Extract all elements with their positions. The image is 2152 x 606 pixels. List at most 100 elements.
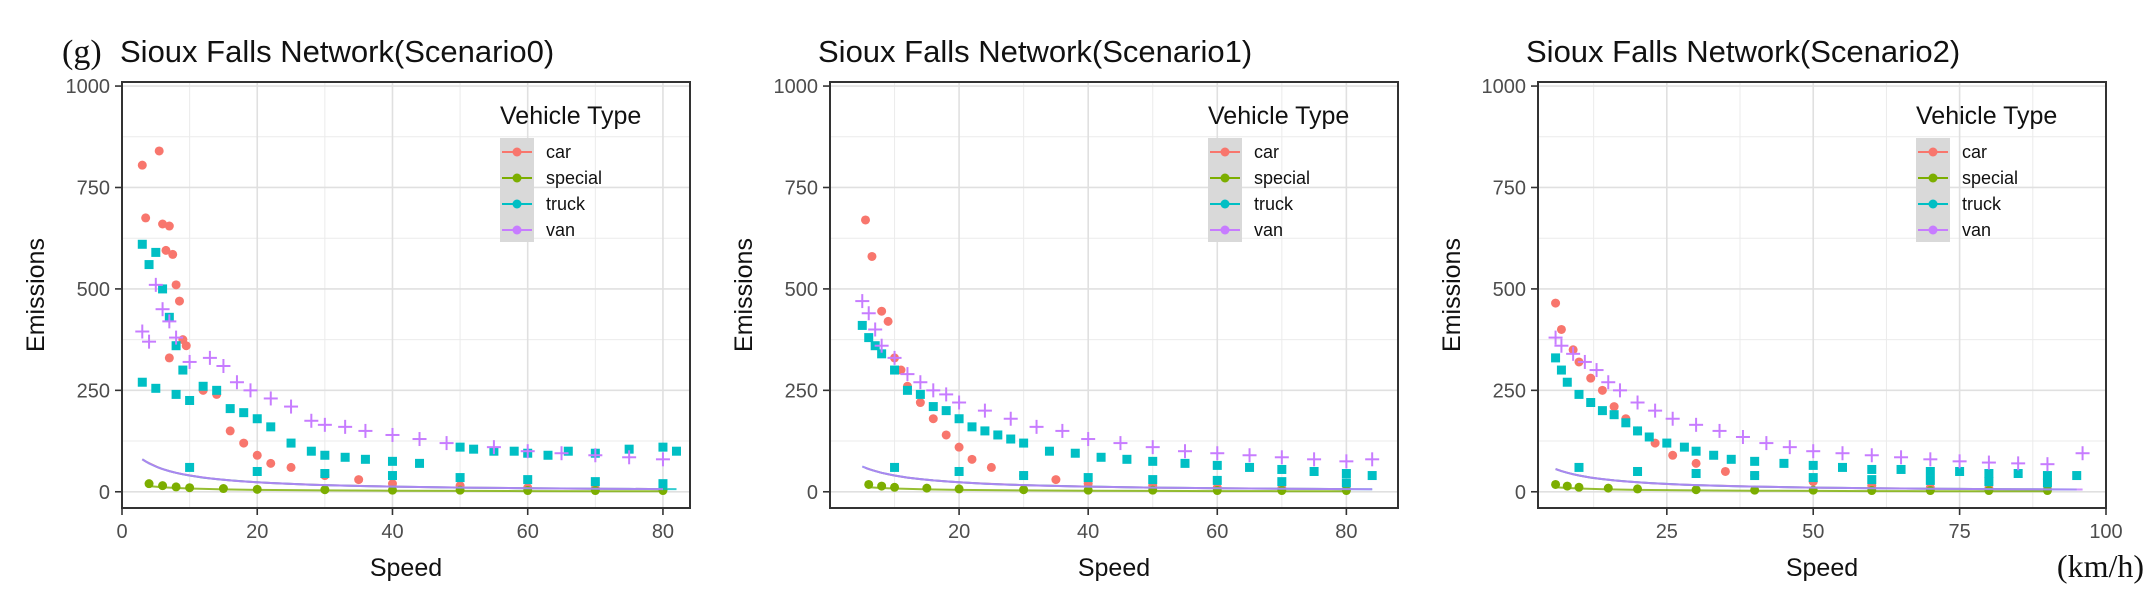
legend-entry-special: special — [546, 168, 602, 188]
chart-title: Sioux Falls Network(Scenario1) — [818, 34, 1252, 69]
data-point-car — [883, 316, 893, 326]
data-point-truck — [137, 239, 147, 249]
data-point-van — [1055, 423, 1070, 438]
x-tick-label: 60 — [1206, 521, 1228, 543]
x-tick-label: 40 — [1077, 521, 1099, 543]
y-tick-label: 750 — [1493, 177, 1526, 199]
data-point-car — [1597, 385, 1607, 395]
data-point-car — [954, 442, 964, 452]
data-point-special — [2042, 486, 2052, 496]
data-point-car — [168, 249, 178, 259]
x-tick-label: 20 — [246, 521, 268, 543]
legend-key-marker-van — [1928, 225, 1938, 235]
data-point-car — [915, 398, 925, 408]
data-point-truck — [1148, 456, 1158, 466]
chart-title: Sioux Falls Network(Scenario0) — [120, 34, 554, 69]
data-point-truck — [658, 479, 668, 489]
data-point-truck — [1341, 469, 1351, 479]
legend-entry-car: car — [546, 142, 571, 162]
data-point-van — [520, 444, 535, 459]
x-tick-label: 80 — [1335, 521, 1357, 543]
data-point-car — [164, 353, 174, 363]
chart-panel-0: Sioux Falls Network(Scenario0) 0 20 40 60 80 0… — [22, 34, 691, 582]
data-point-truck — [1083, 473, 1093, 483]
data-point-truck — [1044, 446, 1054, 456]
y-tick-label: 500 — [785, 279, 818, 301]
legend-key-marker-truck — [1220, 199, 1230, 209]
data-point-van — [2011, 456, 2026, 471]
data-point-truck — [415, 458, 425, 468]
data-point-truck — [941, 406, 951, 416]
legend-title: Vehicle Type — [1916, 102, 2057, 130]
data-point-van — [135, 324, 150, 339]
data-point-truck — [877, 349, 887, 359]
data-point-truck — [212, 385, 222, 395]
y-axis-title: Emissions — [22, 238, 50, 352]
data-point-truck — [198, 381, 208, 391]
data-point-truck — [967, 422, 977, 432]
data-point-van — [1735, 430, 1750, 444]
data-point-truck — [239, 408, 249, 418]
data-point-car — [239, 438, 249, 448]
data-point-truck — [1750, 471, 1760, 481]
data-point-truck — [137, 377, 147, 387]
data-point-truck — [144, 260, 154, 270]
chart-title: Sioux Falls Network(Scenario2) — [1526, 34, 1960, 69]
data-point-truck — [1709, 450, 1719, 460]
data-point-van — [1806, 444, 1821, 459]
chart-panel-2: Sioux Falls Network(Scenario2)25 50 75 1000… — [1438, 34, 2123, 582]
data-point-car — [861, 215, 870, 225]
x-axis-title: Speed — [1078, 554, 1150, 582]
data-point-van — [1003, 411, 1018, 426]
y-tick-label: 250 — [77, 380, 110, 402]
data-point-van — [554, 446, 569, 461]
data-point-truck — [915, 389, 925, 399]
data-point-car — [1691, 458, 1701, 468]
data-point-truck — [980, 426, 990, 436]
data-point-van — [1566, 346, 1581, 361]
data-point-truck — [1691, 446, 1701, 456]
data-point-special — [877, 481, 887, 491]
data-point-van — [263, 391, 278, 406]
data-point-truck — [1070, 448, 1080, 458]
data-point-car — [1551, 298, 1561, 308]
data-point-truck — [1556, 365, 1566, 375]
data-point-car — [967, 454, 977, 464]
y-tick-label: 750 — [77, 177, 110, 199]
data-point-van — [317, 417, 332, 432]
y-tick-label: 0 — [807, 482, 818, 504]
data-point-van — [338, 419, 353, 434]
data-point-van — [868, 322, 883, 337]
data-point-van — [1648, 403, 1663, 418]
x-tick-label: 0 — [116, 521, 127, 543]
data-point-van — [1864, 448, 1879, 463]
data-point-truck — [523, 475, 533, 485]
data-point-truck — [1808, 473, 1818, 483]
plot-border — [121, 81, 691, 509]
y-tick-label: 750 — [785, 177, 818, 199]
data-point-van — [2040, 457, 2055, 472]
data-point-truck — [185, 395, 195, 405]
data-point-van — [148, 277, 163, 292]
data-point-van — [1712, 423, 1727, 438]
data-point-van — [1113, 436, 1128, 451]
data-point-truck — [509, 446, 519, 456]
data-point-truck — [1212, 460, 1222, 470]
data-point-van — [1554, 338, 1569, 353]
data-point-van — [1548, 330, 1563, 345]
x-axis-title: Speed — [370, 554, 442, 582]
data-point-van — [622, 450, 637, 465]
legend-key-marker-truck — [1928, 199, 1938, 209]
legend-entry-truck: truck — [546, 194, 586, 214]
data-point-car — [1586, 373, 1596, 383]
data-point-van — [1835, 446, 1850, 461]
data-point-truck — [1662, 438, 1672, 448]
data-point-car — [877, 306, 887, 316]
data-point-van — [1782, 440, 1797, 455]
legend-entry-car: car — [1962, 142, 1987, 162]
data-point-car — [225, 426, 235, 436]
data-point-special — [1574, 482, 1584, 492]
data-point-van — [486, 440, 501, 455]
data-point-truck — [387, 456, 397, 466]
